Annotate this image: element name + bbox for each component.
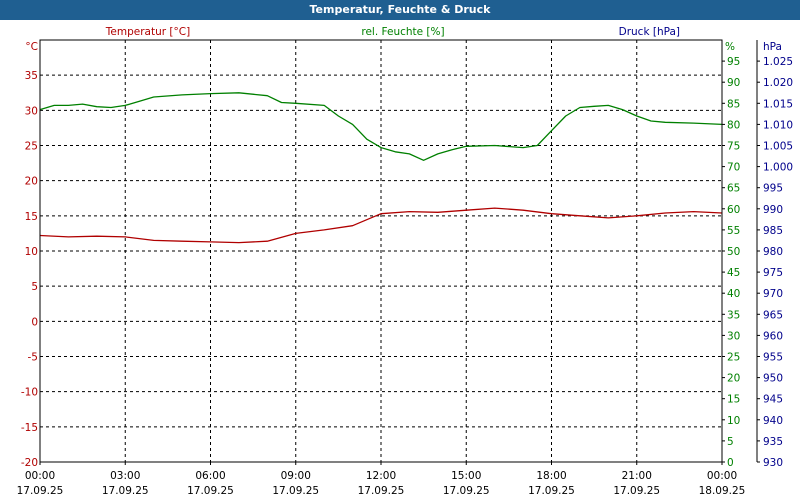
humidity-tick-label: 25 <box>727 352 740 364</box>
temperature-tick-label: -5 <box>28 352 38 364</box>
temperature-series-line <box>39 207 723 244</box>
axis-ticks: 35302520151050-5-10-15-20959085807570656… <box>17 56 793 497</box>
pressure-tick-label: 1.025 <box>763 56 793 68</box>
pressure-tick-label: 980 <box>763 246 783 258</box>
humidity-tick-label: 75 <box>727 141 740 153</box>
x-tick-time: 18:00 <box>536 470 566 482</box>
humidity-tick-label: 80 <box>727 119 740 131</box>
x-tick-date: 17.09.25 <box>528 485 575 497</box>
humidity-tick-label: 60 <box>727 204 740 216</box>
temperature-tick-label: 35 <box>25 70 38 82</box>
temperature-tick-label: 10 <box>25 246 38 258</box>
humidity-tick-label: 30 <box>727 330 740 342</box>
humidity-tick-label: 45 <box>727 267 740 279</box>
x-tick-date: 17.09.25 <box>102 485 149 497</box>
pressure-tick-label: 935 <box>763 436 783 448</box>
humidity-unit: % <box>725 41 735 53</box>
humidity-tick-label: 90 <box>727 77 740 89</box>
temperature-unit: °C <box>25 41 38 53</box>
pressure-tick-label: 1.020 <box>763 77 793 89</box>
temperature-tick-label: 0 <box>31 316 38 328</box>
x-tick-time: 00:00 <box>25 470 55 482</box>
humidity-axis-label: rel. Feuchte [%] <box>361 26 444 38</box>
humidity-tick-label: 70 <box>727 162 740 174</box>
x-tick-time: 21:00 <box>622 470 652 482</box>
pressure-tick-label: 965 <box>763 309 783 321</box>
temperature-tick-label: 30 <box>25 105 38 117</box>
x-tick-date: 18.09.25 <box>699 485 746 497</box>
temperature-tick-label: -15 <box>21 422 38 434</box>
pressure-tick-label: 930 <box>763 457 783 469</box>
humidity-tick-label: 55 <box>727 225 740 237</box>
humidity-tick-label: 95 <box>727 56 740 68</box>
pressure-tick-label: 955 <box>763 352 783 364</box>
pressure-tick-label: 975 <box>763 267 783 279</box>
pressure-tick-label: 1.000 <box>763 162 793 174</box>
pressure-tick-label: 970 <box>763 288 783 300</box>
humidity-tick-label: 35 <box>727 309 740 321</box>
x-tick-date: 17.09.25 <box>443 485 490 497</box>
x-tick-time: 00:00 <box>707 470 737 482</box>
x-tick-date: 17.09.25 <box>358 485 405 497</box>
pressure-tick-label: 985 <box>763 225 783 237</box>
pressure-tick-label: 945 <box>763 394 783 406</box>
grid <box>40 40 722 462</box>
pressure-tick-label: 940 <box>763 415 783 427</box>
temperature-tick-label: -10 <box>21 387 38 399</box>
pressure-axis-label: Druck [hPa] <box>619 26 680 38</box>
x-tick-time: 15:00 <box>451 470 481 482</box>
temperature-tick-label: 15 <box>25 211 38 223</box>
temperature-axis-label: Temperatur [°C] <box>105 26 190 38</box>
humidity-tick-label: 65 <box>727 183 740 195</box>
humidity-series-line <box>39 92 723 161</box>
humidity-tick-label: 50 <box>727 246 740 258</box>
pressure-tick-label: 1.010 <box>763 119 793 131</box>
temperature-tick-label: -20 <box>21 457 38 469</box>
x-tick-time: 09:00 <box>281 470 311 482</box>
x-tick-date: 17.09.25 <box>272 485 319 497</box>
humidity-tick-label: 15 <box>727 394 740 406</box>
humidity-tick-label: 5 <box>727 436 734 448</box>
humidity-tick-label: 0 <box>727 457 734 469</box>
series-layer <box>39 92 723 244</box>
humidity-tick-label: 40 <box>727 288 740 300</box>
pressure-tick-label: 1.005 <box>763 141 793 153</box>
x-tick-date: 17.09.25 <box>613 485 660 497</box>
multi-axis-line-chart: 35302520151050-5-10-15-20959085807570656… <box>17 26 793 497</box>
x-tick-time: 12:00 <box>366 470 396 482</box>
pressure-tick-label: 1.015 <box>763 98 793 110</box>
plot-frame <box>39 39 723 463</box>
humidity-tick-label: 10 <box>727 415 740 427</box>
pressure-tick-label: 995 <box>763 183 783 195</box>
temperature-tick-label: 20 <box>25 176 38 188</box>
x-tick-time: 06:00 <box>195 470 225 482</box>
x-tick-date: 17.09.25 <box>17 485 64 497</box>
temperature-tick-label: 5 <box>31 281 38 293</box>
pressure-tick-label: 960 <box>763 330 783 342</box>
x-tick-date: 17.09.25 <box>187 485 234 497</box>
pressure-unit: hPa <box>763 41 782 53</box>
temperature-tick-label: 25 <box>25 141 38 153</box>
window-title: Temperatur, Feuchte & Druck <box>0 0 800 20</box>
x-tick-time: 03:00 <box>110 470 140 482</box>
pressure-tick-label: 990 <box>763 204 783 216</box>
pressure-tick-label: 950 <box>763 373 783 385</box>
humidity-tick-label: 20 <box>727 373 740 385</box>
humidity-tick-label: 85 <box>727 98 740 110</box>
